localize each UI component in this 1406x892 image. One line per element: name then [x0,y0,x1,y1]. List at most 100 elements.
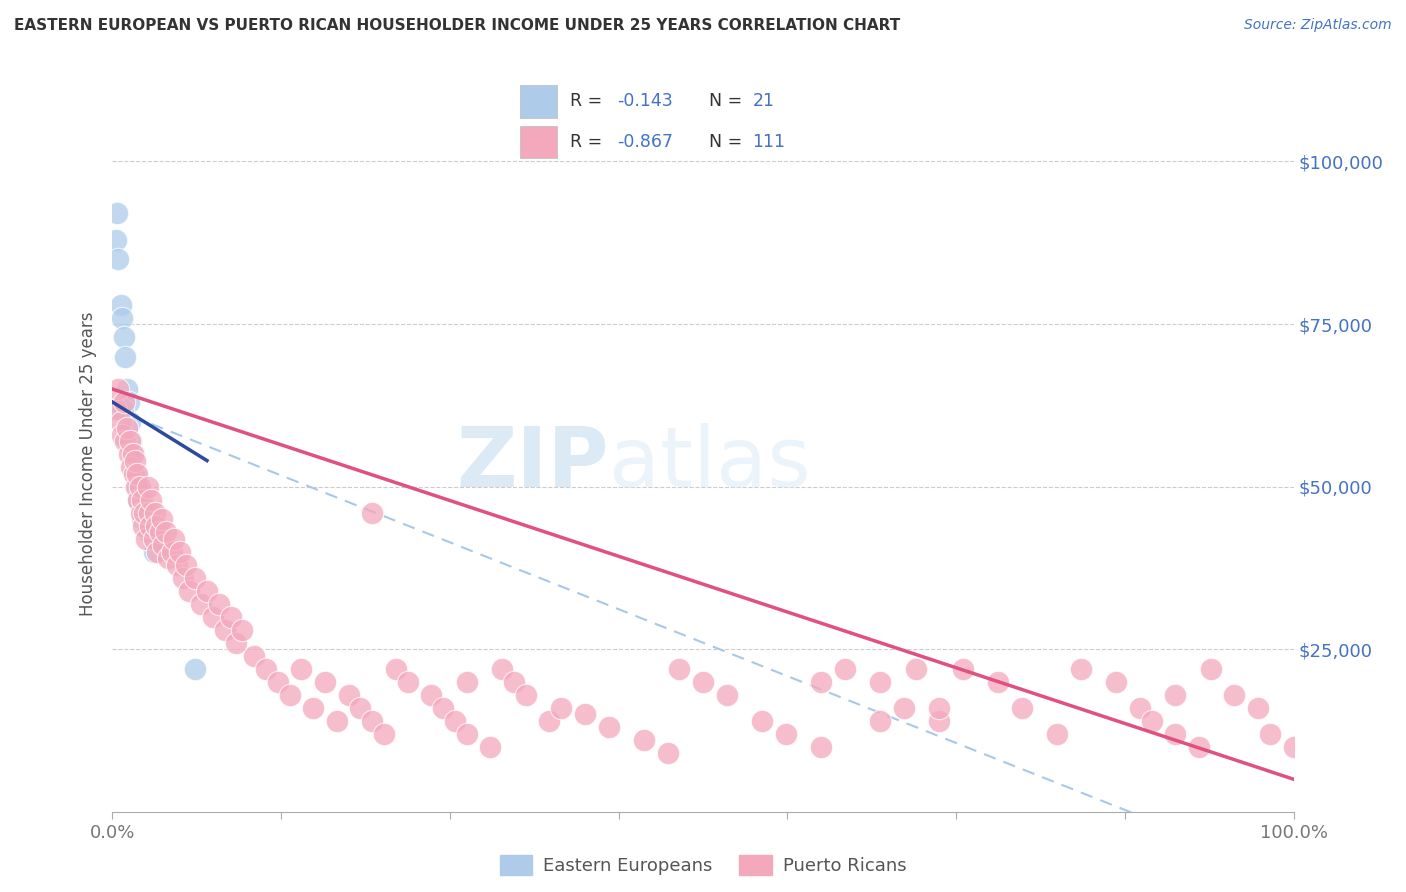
Point [125,480,148,494]
Point [131,512,153,526]
Point [373,727,395,741]
Point [598,720,620,734]
Point [105,233,128,247]
Point [156,551,179,566]
Point [146,544,169,558]
Point [201,609,224,624]
Point [267,674,290,689]
Point [152,538,174,552]
Point [456,727,478,741]
Point [155,525,177,540]
Point [172,571,194,585]
Point [314,674,336,689]
Point [444,714,467,728]
Point [337,688,360,702]
Point [550,700,572,714]
Point [174,558,197,572]
Point [385,662,408,676]
Point [1258,727,1281,741]
Point [114,350,136,364]
Point [127,480,149,494]
Point [135,532,157,546]
Point [127,467,149,481]
Point [142,532,165,546]
Point [657,746,679,760]
Point [208,597,231,611]
Point [107,252,129,266]
Point [124,453,146,467]
Point [515,688,537,702]
Point [127,492,149,507]
Point [491,662,513,676]
Point [169,544,191,558]
Text: R =: R = [571,93,607,111]
Point [574,707,596,722]
Point [1282,739,1305,754]
Point [751,714,773,728]
Point [668,662,690,676]
Point [131,492,153,507]
Point [136,480,159,494]
Point [132,518,155,533]
Point [278,688,301,702]
Point [1070,662,1092,676]
Point [810,674,832,689]
Text: atlas: atlas [609,424,810,504]
Point [1046,727,1069,741]
Text: N =: N = [709,133,748,151]
Text: EASTERN EUROPEAN VS PUERTO RICAN HOUSEHOLDER INCOME UNDER 25 YEARS CORRELATION C: EASTERN EUROPEAN VS PUERTO RICAN HOUSEHO… [14,18,900,33]
Point [120,434,142,448]
Point [184,662,207,676]
Point [141,492,163,507]
Point [225,635,247,649]
Point [138,506,160,520]
Point [112,395,135,409]
Point [129,506,152,520]
Point [361,714,384,728]
FancyBboxPatch shape [520,126,557,158]
Point [125,467,148,481]
Point [184,571,207,585]
Point [128,480,150,494]
Text: -0.867: -0.867 [617,133,673,151]
Point [121,447,143,461]
Point [163,532,186,546]
Text: 111: 111 [752,133,786,151]
Point [110,297,132,311]
Point [1223,688,1246,702]
Point [928,714,950,728]
Point [219,609,242,624]
Point [716,688,738,702]
Point [190,597,212,611]
Point [195,583,218,598]
Point [1140,714,1163,728]
Point [456,674,478,689]
Point [120,434,142,448]
Point [479,739,502,754]
Text: Source: ZipAtlas.com: Source: ZipAtlas.com [1244,18,1392,32]
Point [810,739,832,754]
Point [869,674,891,689]
Point [928,700,950,714]
Point [538,714,561,728]
Point [149,525,172,540]
Point [166,558,188,572]
Point [114,434,136,448]
Point [107,382,129,396]
Text: -0.143: -0.143 [617,93,673,111]
Point [111,310,134,325]
Point [869,714,891,728]
Point [432,700,454,714]
Point [396,674,419,689]
Point [326,714,349,728]
Point [1164,727,1187,741]
Point [127,492,149,507]
Point [112,401,135,416]
Point [160,544,183,558]
Point [118,447,141,461]
Point [142,544,165,558]
Point [214,623,236,637]
Point [834,662,856,676]
Point [231,623,253,637]
Point [115,421,138,435]
